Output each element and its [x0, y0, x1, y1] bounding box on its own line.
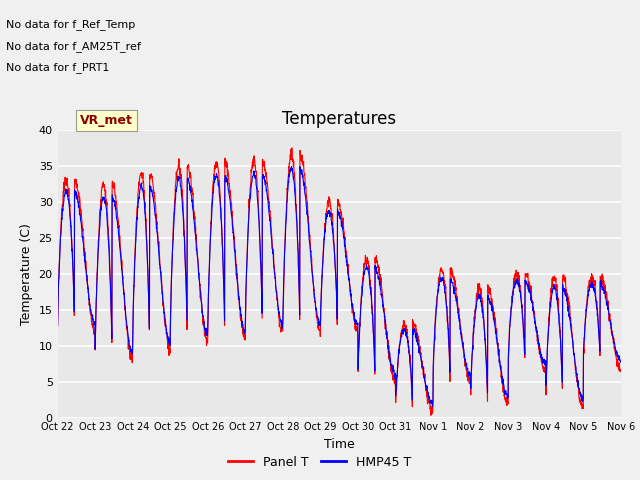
Text: No data for f_AM25T_ref: No data for f_AM25T_ref: [6, 41, 141, 52]
Text: No data for f_Ref_Temp: No data for f_Ref_Temp: [6, 19, 136, 30]
Legend: Panel T, HMP45 T: Panel T, HMP45 T: [223, 451, 417, 474]
Text: No data for f_PRT1: No data for f_PRT1: [6, 62, 110, 73]
X-axis label: Time: Time: [324, 438, 355, 451]
Text: VR_met: VR_met: [80, 114, 133, 127]
Title: Temperatures: Temperatures: [282, 110, 396, 128]
Y-axis label: Temperature (C): Temperature (C): [20, 223, 33, 324]
